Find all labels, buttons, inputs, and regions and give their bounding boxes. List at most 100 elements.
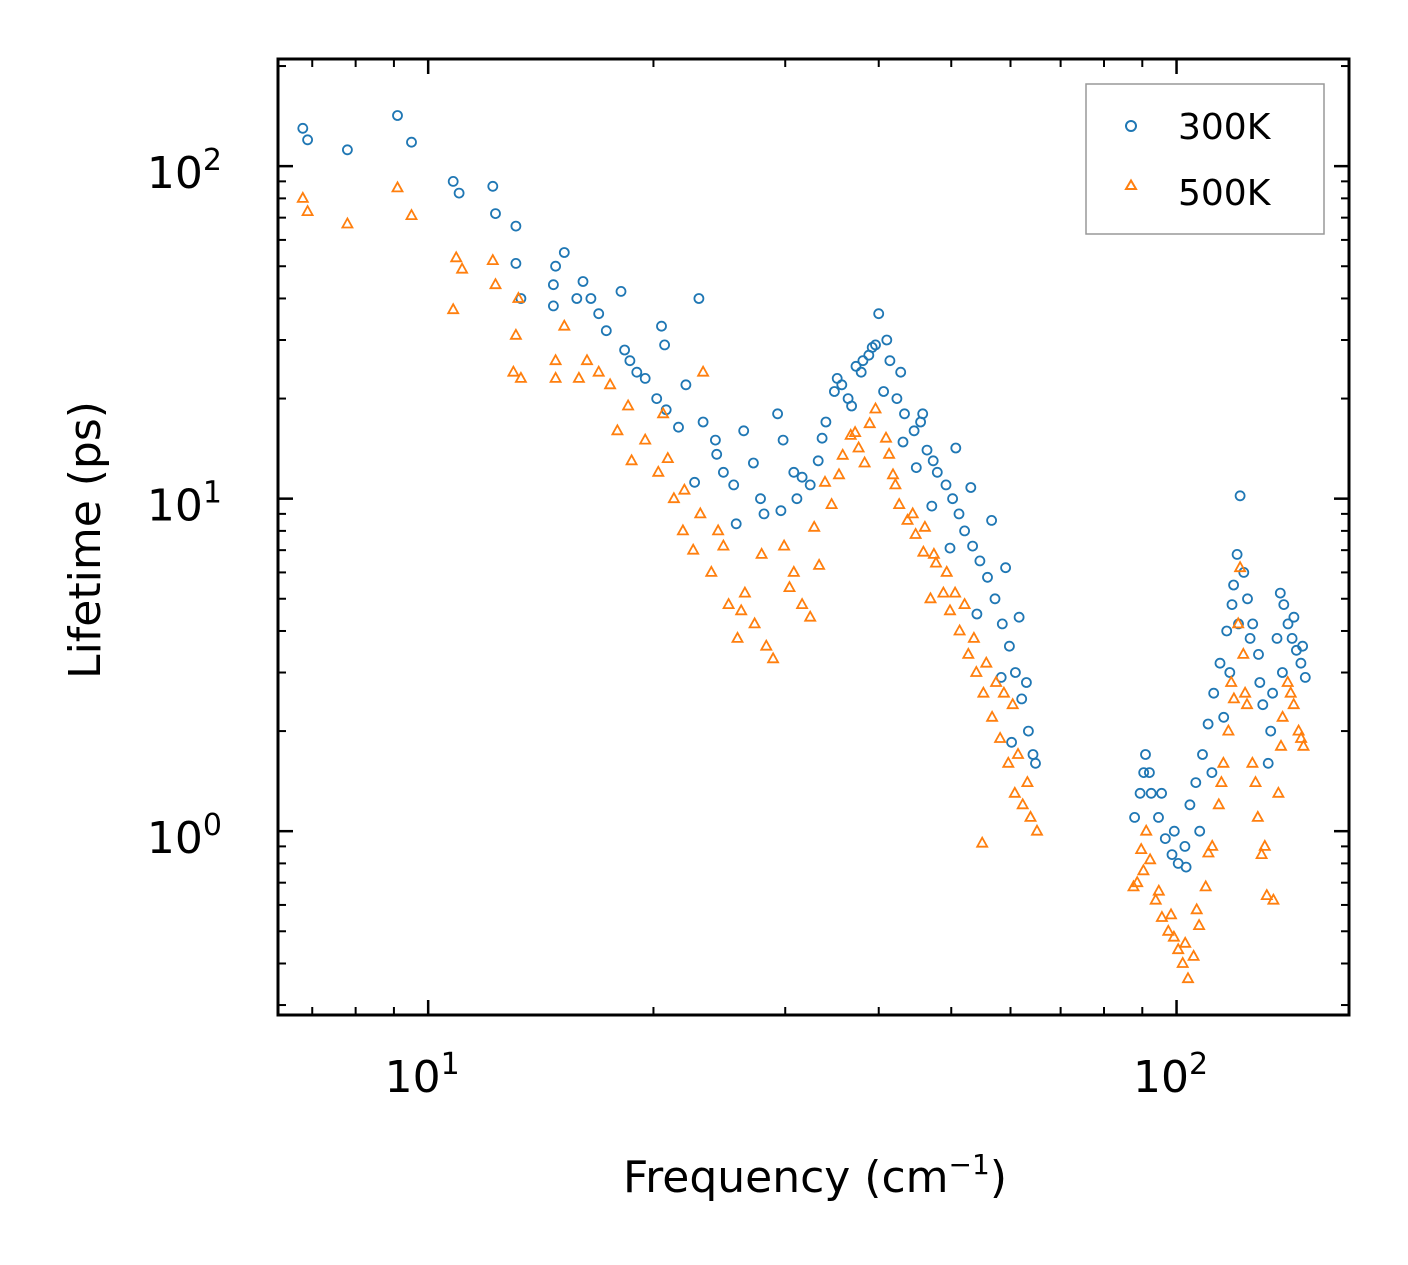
data-point-500K xyxy=(1167,929,1181,942)
data-point-300K xyxy=(1159,833,1171,844)
data-point-500K xyxy=(603,377,617,390)
data-point-500K xyxy=(882,446,896,459)
data-point-300K xyxy=(510,220,522,232)
data-point-300K xyxy=(1299,672,1311,683)
data-point-300K xyxy=(796,471,808,483)
data-point-300K xyxy=(1267,687,1278,699)
data-point-500K xyxy=(967,631,981,643)
data-point-500K xyxy=(979,655,993,668)
data-point-300K xyxy=(816,432,828,444)
data-point-500K xyxy=(730,631,745,643)
data-point-500K xyxy=(807,519,821,532)
data-point-300K xyxy=(1140,749,1151,760)
data-point-300K xyxy=(1153,812,1164,823)
data-point-300K xyxy=(772,408,783,420)
data-point-500K xyxy=(449,250,463,263)
data-point-300K xyxy=(1168,825,1180,837)
data-point-300K xyxy=(1218,711,1230,723)
legend-label-500K: 500K xyxy=(1178,173,1272,214)
data-point-300K xyxy=(1166,849,1178,860)
data-point-500K xyxy=(886,467,900,480)
data-point-300K xyxy=(967,540,978,552)
data-point-300K xyxy=(1194,825,1206,837)
data-point-300K xyxy=(1134,787,1146,799)
data-point-500K xyxy=(486,253,500,266)
data-point-300K xyxy=(1271,633,1283,644)
data-point-500K xyxy=(976,685,990,698)
data-point-300K xyxy=(738,425,750,437)
data-point-300K xyxy=(755,493,766,505)
data-point-300K xyxy=(1016,693,1028,705)
data-point-300K xyxy=(693,293,705,304)
data-point-300K xyxy=(297,122,309,134)
data-point-500K xyxy=(455,261,469,274)
data-point-500K xyxy=(1164,907,1178,920)
data-point-500K xyxy=(948,585,962,598)
data-point-300K xyxy=(1006,736,1017,748)
data-point-300K xyxy=(1234,490,1246,502)
data-point-300K xyxy=(921,444,933,456)
data-point-500K xyxy=(1287,697,1301,710)
data-point-500K xyxy=(766,651,780,664)
data-point-300K xyxy=(1184,799,1196,811)
data-point-500K xyxy=(638,432,652,445)
data-point-300K xyxy=(878,386,889,397)
data-point-300K xyxy=(697,416,709,428)
data-point-300K xyxy=(593,308,605,320)
data-point-500K xyxy=(1296,738,1311,751)
data-point-500K xyxy=(1201,845,1215,858)
data-point-300K xyxy=(510,257,522,269)
data-point-300K xyxy=(1231,549,1243,560)
data-point-500K xyxy=(1176,956,1190,968)
data-point-500K xyxy=(340,216,354,229)
data-point-500K xyxy=(1008,785,1022,798)
data-point-500K xyxy=(888,477,902,490)
data-point-500K xyxy=(676,523,690,536)
data-point-500K xyxy=(1238,685,1252,698)
data-point-300K xyxy=(1129,812,1140,823)
data-point-500K xyxy=(1205,839,1219,851)
data-point-300K xyxy=(1274,587,1286,599)
tick-labels: 101 102 100 101 102 xyxy=(147,143,1208,1103)
data-point-500K xyxy=(1258,839,1272,851)
data-point-300K xyxy=(788,466,800,478)
data-point-500K xyxy=(1143,852,1157,865)
data-point-500K xyxy=(1245,755,1259,768)
data-point-300K xyxy=(392,110,403,121)
data-point-500K xyxy=(621,398,635,411)
data-point-300K xyxy=(1242,593,1253,605)
data-point-300K xyxy=(873,308,885,320)
data-point-300K xyxy=(673,421,684,433)
data-point-500K xyxy=(625,453,639,466)
data-point-500K xyxy=(818,474,832,487)
data-point-300K xyxy=(1023,725,1034,737)
data-point-500K xyxy=(844,428,858,440)
data-point-300K xyxy=(1254,677,1266,688)
data-point-500K xyxy=(918,519,932,532)
y-axis-label: Lifetime (ps) xyxy=(60,401,111,679)
data-point-300K xyxy=(571,293,583,304)
data-point-500K xyxy=(858,455,872,468)
data-point-500K xyxy=(580,353,594,366)
data-point-500K xyxy=(511,291,525,303)
data-point-300K xyxy=(1244,633,1256,644)
data-point-300K xyxy=(631,366,643,378)
data-point-300K xyxy=(829,386,840,397)
data-point-500K xyxy=(1221,723,1235,736)
data-point-300K xyxy=(758,508,770,520)
data-point-500K xyxy=(610,423,624,436)
data-point-300K xyxy=(897,436,909,448)
series-500K xyxy=(296,180,1311,984)
data-point-500K xyxy=(686,542,700,555)
data-point-500K xyxy=(863,416,877,429)
data-point-500K xyxy=(1233,560,1247,573)
data-point-300K xyxy=(651,393,663,405)
data-point-500K xyxy=(301,204,315,217)
data-point-300K xyxy=(1228,579,1239,591)
data-point-300K xyxy=(1208,687,1220,699)
data-point-300K xyxy=(1288,611,1300,623)
data-point-500K xyxy=(825,497,839,510)
data-point-300K xyxy=(1278,599,1290,610)
data-point-300K xyxy=(831,372,843,384)
data-point-500K xyxy=(755,547,769,559)
